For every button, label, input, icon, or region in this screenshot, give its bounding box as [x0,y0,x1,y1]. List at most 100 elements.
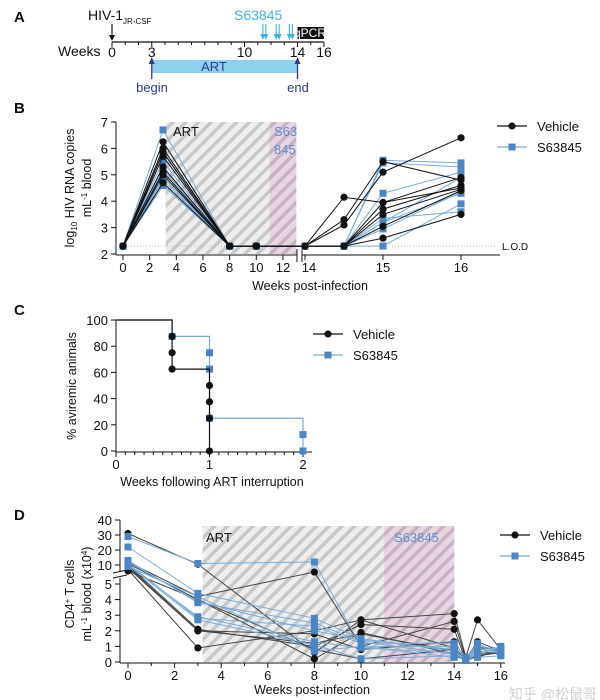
legend-label-vehicle: Vehicle [537,119,579,134]
s63845-point [379,218,387,226]
legend-marker-vehicle [511,531,519,539]
legend-label-s63845: S63845 [537,140,582,155]
vehicle-censor-point [168,349,176,357]
s63845-point [379,214,387,222]
art-bar [151,60,298,73]
vehicle-censor-point [205,398,214,406]
drug-dose-arrowhead-icon [263,34,269,40]
y-tick-label: 1 [105,639,112,654]
legend-label-vehicle: Vehicle [353,327,395,342]
vehicle-point [457,134,465,142]
s63845-point [379,189,387,197]
legend-label-s63845: S63845 [540,549,585,564]
s63845-point [474,647,481,655]
vehicle-point [194,627,202,635]
s63845-region-label: 845 [274,142,296,157]
legend-marker-s63845 [324,351,332,359]
vehicle-point [457,187,465,195]
s63845-point [450,649,458,657]
vehicle-censor-point [205,447,214,455]
y-tick-label: 5 [101,168,108,183]
y-tick-label: 7 [101,115,108,130]
x-tick-label: 10 [249,260,263,275]
x-tick-label: 12 [276,260,290,275]
panel-a: A HIV-1JR-CSF S63845 Weeks ART begin end… [14,7,332,95]
s63845-point [457,200,465,208]
s63845-point [457,159,465,167]
vehicle-point [119,242,127,250]
timeline-tick-label: 16 [316,44,332,60]
watermark: 知乎 @松鼠哥 [509,686,597,700]
vehicle-point [379,168,387,176]
s63845-censor-point [206,349,213,357]
vehicle-point [379,222,387,230]
y-tick-label: 3 [101,221,108,236]
legend-label-s63845: S63845 [353,348,398,363]
vehicle-point [340,221,348,229]
legend-label-vehicle: Vehicle [540,528,582,543]
s63845-point [124,543,132,551]
x-tick-label: 10 [354,668,368,683]
panel-c-label: C [14,302,25,319]
infection-arrowhead-icon [109,35,115,41]
vehicle-censor-point [205,381,214,390]
s63845-region-label: S63 [274,124,297,139]
s63845-point [462,655,470,663]
vehicle-censor-point [168,332,176,340]
panel-a-label: A [14,9,25,26]
s63845-point [124,561,132,569]
s63845-point [310,638,318,646]
s63845-point [450,653,458,661]
legend-marker-s63845 [508,143,516,151]
vehicle-point [450,625,458,633]
x-tick-label: 1 [206,457,213,472]
vehicle-point [159,179,167,187]
drug-dose-arrowhead-icon [276,34,282,40]
vehicle-point [340,216,348,224]
s63845-point [457,163,465,171]
s63845-point [357,644,365,652]
s63845-point [450,639,458,647]
panel-b-x-axis-title: Weeks post-infection [252,279,368,293]
s63845-point [159,158,167,166]
y-tick-label: 40 [98,513,112,528]
panel-b-y-axis-title-line2: mL-1 blood [80,159,94,218]
vehicle-line-animal-8 [122,181,462,247]
panel-c: C Weeks following ART interruption % avi… [14,302,398,489]
vehicle-point [379,234,387,242]
vehicle-point [159,138,167,146]
s63845-point [310,627,318,635]
vehicle-line-animal-1 [127,533,502,660]
panel-d: D Weeks post-infection CD4+ T cells mL-1… [14,507,585,697]
y-tick-label: 20 [94,418,108,433]
s63845-point [474,639,481,647]
x-tick-label: 2 [171,668,178,683]
x-tick-label: 0 [124,668,131,683]
art-bar-label: ART [201,59,227,74]
y-tick-label: 40 [94,392,108,407]
art-region-label: ART [173,124,199,139]
s63845-period-region [384,526,455,662]
vehicle-point [457,210,465,218]
x-tick-label: 0 [119,260,126,275]
s63845-point [310,558,318,566]
y-tick-label: 0 [101,444,108,459]
panel-d-y-axis-title-line1: CD4+ T cells [63,560,77,629]
y-tick-label: 20 [98,543,112,558]
vehicle-point [473,616,482,624]
y-tick-label: 30 [98,528,112,543]
vehicle-point [310,568,318,576]
panel-c-y-axis-title: % aviremic animals [65,332,79,440]
y-tick-label: 60 [94,365,108,380]
timeline-tick-label: 0 [108,44,116,60]
x-tick-label: 2 [299,457,306,472]
drug-label: S63845 [234,7,282,23]
panel-d-y-axis-title-line2: mL-1 blood (x104) [80,547,94,642]
s63845-period-region [269,122,297,254]
y-tick-label: 4 [105,593,112,608]
panel-b-y-axis-title-line1: log10 HIV RNA copies [63,129,79,248]
x-tick-label: 4 [173,260,180,275]
drug-dose-arrowhead-icon [289,34,295,40]
y-tick-label: 3 [105,608,112,623]
s63845-point [497,642,505,650]
